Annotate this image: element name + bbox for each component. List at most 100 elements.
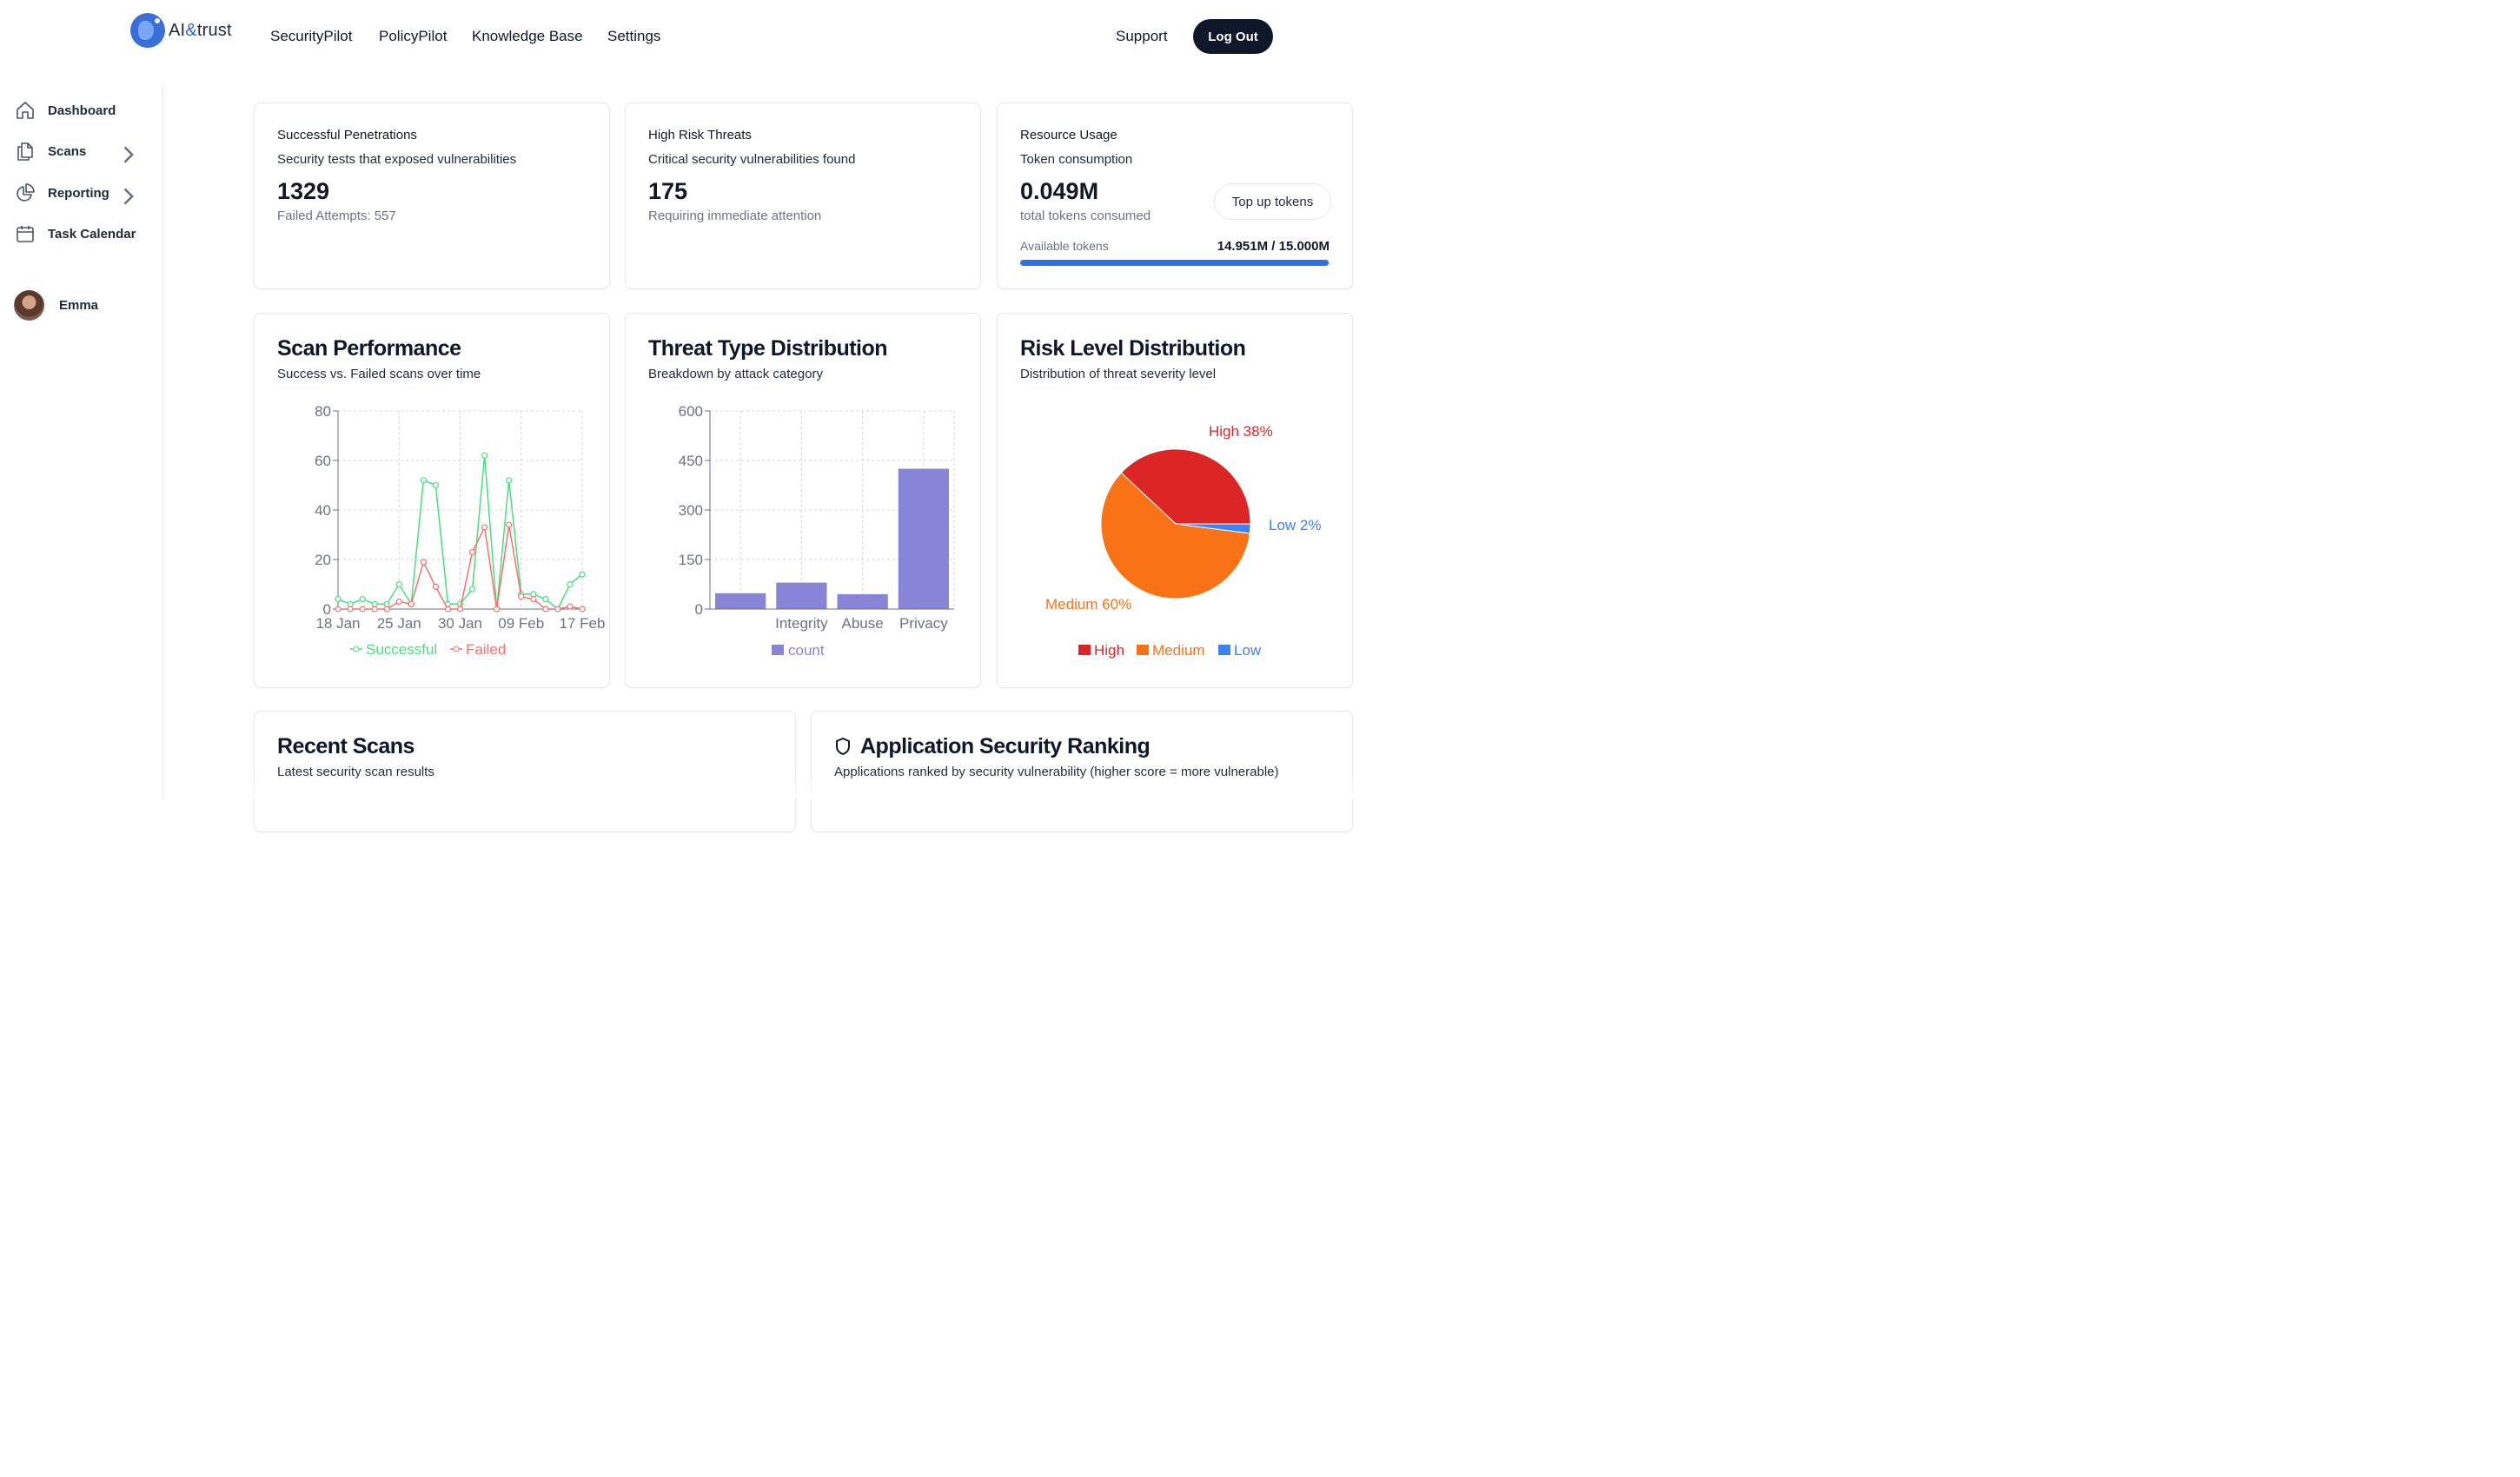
threats-note: Requiring immediate attention <box>648 209 822 223</box>
y-tick-label: 450 <box>679 453 703 469</box>
card-subtitle: Distribution of threat severity level <box>1020 367 1217 381</box>
card-subtitle: Success vs. Failed scans over time <box>277 367 481 381</box>
y-tick-label: 150 <box>679 552 703 568</box>
nav-knowledge-base[interactable]: Knowledge Base <box>472 28 583 44</box>
recent-scans-card: Recent Scans Latest security scan result… <box>254 711 796 832</box>
data-point <box>481 524 488 531</box>
y-tick-label: 0 <box>323 601 331 618</box>
card-title: Resource Usage <box>1020 128 1117 142</box>
top-up-tokens-button[interactable]: Top up tokens <box>1214 183 1331 220</box>
card-subtitle: Applications ranked by security vulnerab… <box>834 765 1279 779</box>
card-title: Risk Level Distribution <box>1020 336 1246 361</box>
card-title: Successful Penetrations <box>277 128 417 142</box>
avatar[interactable] <box>14 290 44 321</box>
chevron-right-icon <box>123 188 134 205</box>
legend-swatch <box>1078 645 1091 655</box>
nav-policypilot[interactable]: PolicyPilot <box>379 28 448 44</box>
data-point <box>359 606 366 613</box>
threat-type-chart: 0 150 300 450 600 Integrity Abuse Privacy count <box>679 403 955 659</box>
failed-attempts-note: Failed Attempts: 557 <box>277 209 396 223</box>
sidebar-item-reporting[interactable]: Reporting <box>15 180 145 206</box>
successful-penetrations-card: Successful Penetrations Security tests t… <box>254 103 610 289</box>
data-point <box>567 580 574 588</box>
ranking-title-text: Application Security Ranking <box>860 734 1151 758</box>
sidebar-item-label: Reporting <box>48 185 109 201</box>
slice-label: Low 2% <box>1269 517 1321 533</box>
legend-marker <box>353 646 360 652</box>
sidebar-item-dashboard[interactable]: Dashboard <box>15 97 145 123</box>
pie-slice-medium <box>1100 472 1250 599</box>
support-link[interactable]: Support <box>1116 28 1168 44</box>
shield-icon <box>836 738 850 755</box>
pie-slice-low <box>1175 523 1251 534</box>
x-tick-label: Integrity <box>775 615 828 632</box>
legend-label: Medium <box>1152 642 1204 659</box>
data-point <box>456 606 464 613</box>
legend-swatch <box>1137 645 1149 655</box>
nav-securitypilot[interactable]: SecurityPilot <box>270 28 353 44</box>
x-tick-label: 25 Jan <box>377 615 421 632</box>
data-point <box>506 521 513 528</box>
nav-settings[interactable]: Settings <box>607 28 661 44</box>
y-tick-label: 0 <box>695 601 703 618</box>
data-point <box>383 600 390 607</box>
tokens-consumed-note: total tokens consumed <box>1020 209 1151 223</box>
data-point <box>494 606 501 613</box>
data-point <box>371 600 378 607</box>
data-point <box>420 559 427 566</box>
document-icon <box>17 142 33 161</box>
legend-label: count <box>788 642 825 659</box>
available-tokens-value: 14.951M / 15.000M <box>1217 239 1330 254</box>
bar-integrity <box>776 582 827 609</box>
pie-slice-high <box>1120 448 1251 525</box>
app-security-ranking-card: Application Security Ranking Application… <box>811 711 1353 832</box>
data-point <box>383 606 390 613</box>
card-title: Recent Scans <box>277 734 414 758</box>
available-tokens-label: Available tokens <box>1020 239 1109 253</box>
y-tick-label: 40 <box>315 502 331 519</box>
x-tick-label: Abuse <box>842 615 884 632</box>
sidebar-item-label: Task Calendar <box>48 226 136 242</box>
data-point <box>468 586 476 593</box>
threats-value: 175 <box>648 178 688 204</box>
data-point <box>432 583 439 590</box>
sidebar-item-label: Dashboard <box>48 103 116 118</box>
x-tick-label: 09 Feb <box>498 615 544 632</box>
pie-chart-icon <box>17 183 35 202</box>
data-point <box>518 593 525 600</box>
logout-button[interactable]: Log Out <box>1193 19 1273 54</box>
data-point <box>567 603 574 610</box>
y-tick-label: 60 <box>315 453 331 469</box>
card-title: Threat Type Distribution <box>648 336 888 361</box>
y-tick-label: 80 <box>315 403 331 420</box>
card-title: Scan Performance <box>277 336 461 361</box>
legend-swatch <box>1218 645 1230 655</box>
card-subtitle: Critical security vulnerabilities found <box>648 152 856 167</box>
legend-swatch <box>772 645 784 655</box>
data-point <box>359 596 366 603</box>
data-point <box>335 596 342 603</box>
sidebar-item-task-calendar[interactable]: Task Calendar <box>15 221 145 247</box>
slice-label: Medium 60% <box>1045 596 1131 613</box>
card-title: High Risk Threats <box>648 128 752 142</box>
chevron-right-icon <box>123 146 134 163</box>
progress-fill <box>1020 260 1329 266</box>
card-subtitle: Token consumption <box>1020 152 1133 167</box>
high-risk-threats-card: High Risk Threats Critical security vuln… <box>625 103 981 289</box>
data-point <box>432 481 439 489</box>
sidebar-item-label: Scans <box>48 143 87 159</box>
threat-type-card: Threat Type Distribution Breakdown by at… <box>625 313 981 688</box>
tokens-consumed-value: 0.049M <box>1020 178 1099 204</box>
data-point <box>481 452 488 459</box>
home-icon <box>17 102 34 119</box>
top-navigation: AI&trust SecurityPilot PolicyPilot Knowl… <box>0 0 1363 73</box>
data-point <box>530 591 537 598</box>
data-point <box>506 477 513 484</box>
sidebar-item-scans[interactable]: Scans <box>15 138 145 164</box>
legend-label: High <box>1094 642 1124 659</box>
x-tick-label: Privacy <box>899 615 948 632</box>
penetrations-value: 1329 <box>277 178 330 204</box>
brand-logo[interactable]: AI&trust <box>130 13 232 48</box>
card-subtitle: Latest security scan results <box>277 765 434 779</box>
data-point <box>542 606 549 613</box>
